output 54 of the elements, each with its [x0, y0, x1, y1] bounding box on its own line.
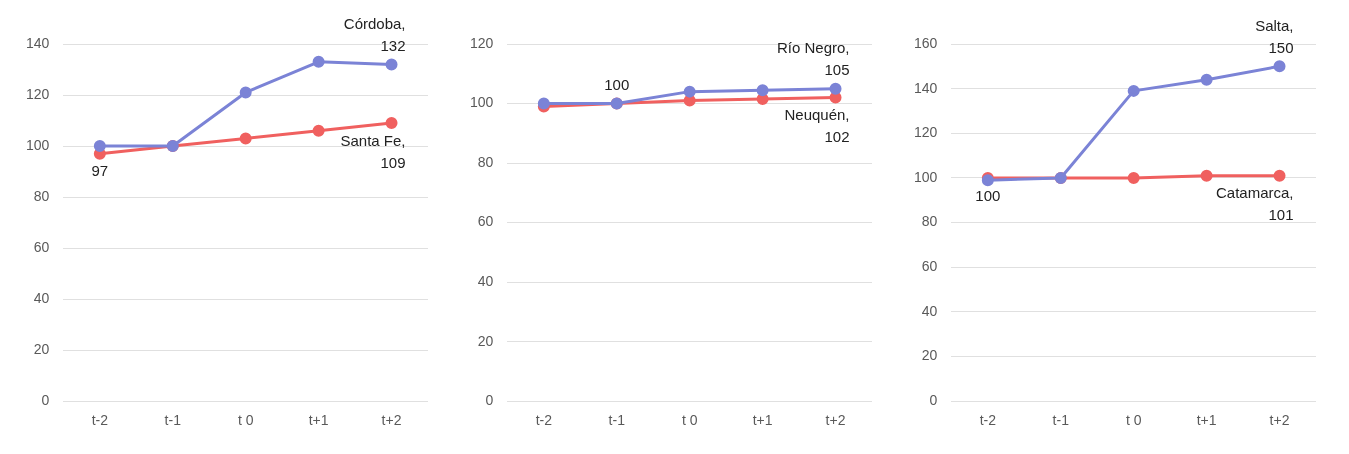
y-tick-label: 60	[477, 213, 494, 230]
y-tick-label: 140	[26, 34, 50, 51]
y-tick-label: 140	[914, 79, 938, 96]
y-tick-label: 80	[33, 187, 50, 204]
y-tick-label: 60	[33, 238, 50, 255]
y-tick-label: 40	[921, 302, 938, 319]
x-tick-label: t 0	[1125, 412, 1142, 429]
x-tick-label: t+1	[1196, 412, 1217, 429]
data-label: 109	[380, 153, 406, 171]
x-tick-label: t+1	[752, 412, 773, 429]
x-tick-label: t 0	[681, 412, 698, 429]
data-label: 105	[824, 61, 850, 79]
x-tick-label: t-2	[535, 412, 553, 429]
y-tick-label: 120	[26, 85, 50, 102]
x-tick-label: t 0	[237, 412, 254, 429]
x-tick-label: t+2	[381, 412, 402, 429]
text: Córdoba,	[343, 15, 406, 33]
text: Salta,	[1255, 16, 1294, 34]
y-tick-label: 20	[921, 347, 938, 364]
y-tick-label: 100	[914, 168, 938, 185]
data-label: 97	[91, 162, 109, 180]
x-tick-label: t-1	[608, 412, 626, 429]
data-label: 150	[1268, 38, 1294, 56]
x-tick-label: t-2	[91, 412, 109, 429]
y-tick-label: 120	[470, 34, 494, 51]
y-tick-label: 40	[477, 272, 494, 289]
series-label: Catamarca,	[1216, 184, 1294, 202]
y-tick-label: 40	[33, 290, 50, 306]
y-tick-label: 120	[914, 124, 938, 141]
data-label: 132	[380, 37, 406, 55]
series-label: Santa Fe,	[340, 131, 406, 149]
y-tick-label: 80	[921, 213, 938, 230]
x-tick-label: t+2	[825, 412, 846, 429]
y-tick-label: 100	[470, 94, 494, 111]
data-label: 100	[604, 76, 630, 94]
y-tick-label: 80	[477, 153, 494, 170]
data-label: 100	[975, 186, 1001, 204]
y-tick-label: 60	[921, 258, 938, 275]
text: Río Negro,	[776, 39, 850, 57]
data-label: 101	[1268, 206, 1294, 224]
y-tick-label: 0	[485, 392, 494, 409]
y-tick-label: 20	[33, 341, 50, 358]
y-tick-label: 20	[477, 332, 494, 349]
series-label: Neuquén,	[784, 106, 850, 124]
x-tick-label: t-2	[979, 412, 997, 429]
y-tick-label: 0	[929, 392, 938, 409]
x-tick-label: t-1	[164, 412, 182, 429]
y-tick-label: 100	[26, 136, 50, 153]
data-label: 102	[824, 128, 850, 146]
y-tick-label: 0	[41, 392, 50, 409]
x-tick-label: t-1	[1052, 412, 1070, 429]
x-tick-label: t+1	[308, 412, 329, 429]
x-tick-label: t+2	[1269, 412, 1290, 429]
y-tick-label: 160	[914, 34, 938, 51]
